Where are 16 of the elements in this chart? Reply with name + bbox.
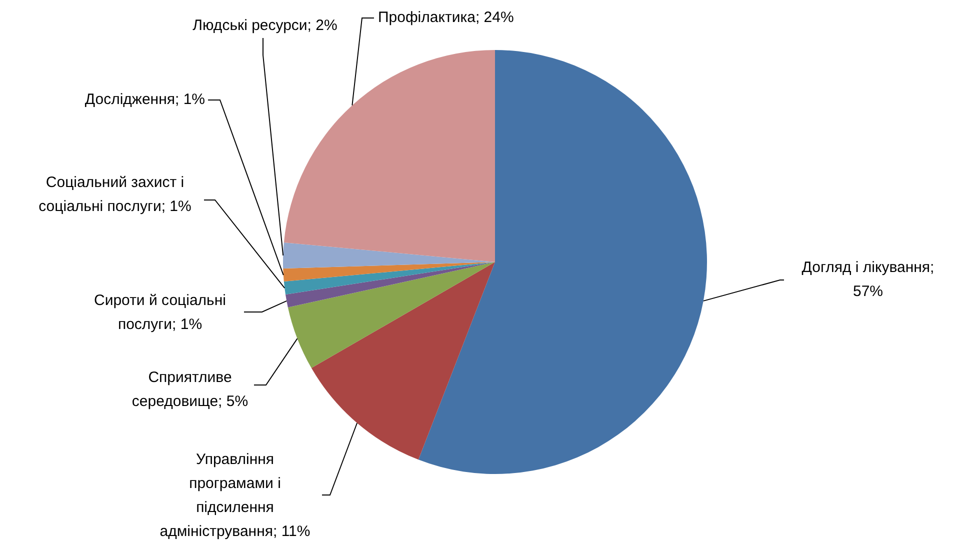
pie-slice <box>283 242 495 269</box>
slice-label: Людські ресурси; 2% <box>192 17 338 34</box>
slice-label: Профілактика; 24% <box>378 9 514 26</box>
slice-label: Соціальний захист і соціальні послуги; 1% <box>38 174 192 215</box>
pie-slice <box>418 50 707 474</box>
pie-slice <box>286 262 495 308</box>
slice-label: Сприятливе середовище; 5% <box>132 369 248 410</box>
pie-slice <box>288 262 495 368</box>
slice-label: Сироти й соціальні послуги; 1% <box>94 292 226 333</box>
pie-slice <box>311 262 495 460</box>
slice-label: Управління програмами і підсилення адміністрування; 11% <box>160 451 310 540</box>
slice-label: Дослідження; 1% <box>84 91 205 108</box>
pie-slice <box>284 262 495 295</box>
slice-label: Догляд і лікування; 57% <box>802 259 934 300</box>
pie-slice <box>284 50 495 262</box>
pie-slice <box>283 262 495 282</box>
